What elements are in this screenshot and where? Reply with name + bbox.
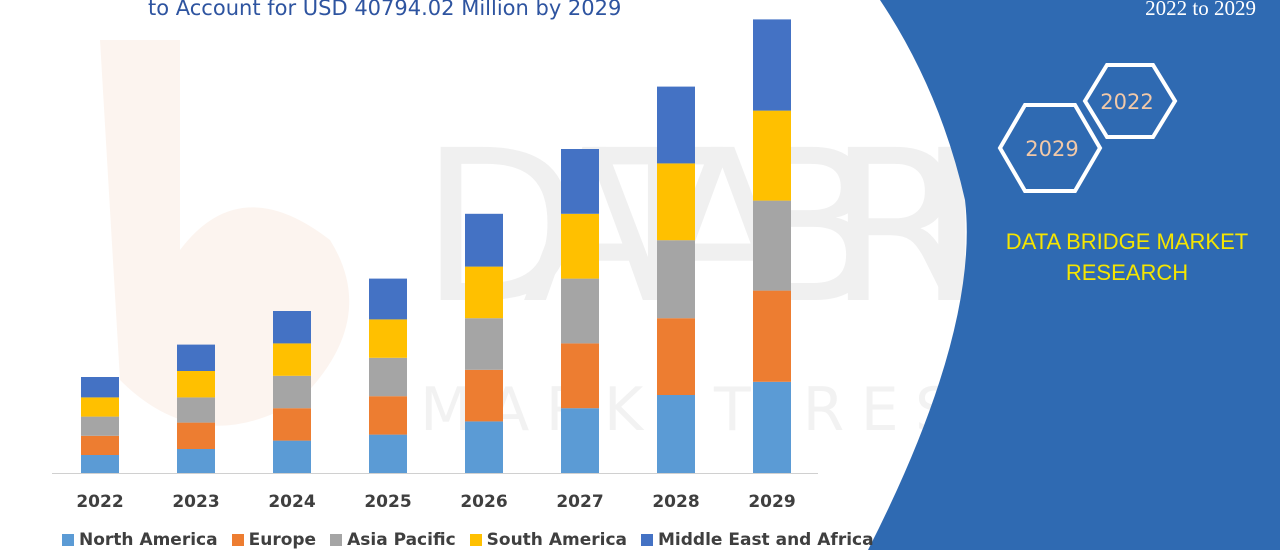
page-title: to Account for USD 40794.02 Million by 2… bbox=[148, 0, 622, 20]
hex-2022: 2022 bbox=[1082, 63, 1178, 139]
legend-item: Europe bbox=[231, 530, 317, 550]
legend-label: Middle East and Africa bbox=[658, 530, 874, 550]
bar-segment-2025-3 bbox=[369, 319, 407, 358]
legend-label: North America bbox=[79, 530, 218, 550]
legend-label: South America bbox=[486, 530, 627, 550]
bar-segment-2025-0 bbox=[369, 434, 407, 473]
bar-segment-2028-2 bbox=[657, 240, 695, 319]
bar-segment-2023-3 bbox=[177, 371, 215, 398]
bar-segment-2026-1 bbox=[465, 369, 503, 422]
bar-segment-2028-4 bbox=[657, 86, 695, 164]
bar-segment-2026-4 bbox=[465, 213, 503, 267]
legend-item: Middle East and Africa bbox=[641, 530, 874, 550]
bar-segment-2027-0 bbox=[561, 408, 599, 473]
bar-segment-2024-0 bbox=[273, 440, 311, 473]
x-tick-label: 2024 bbox=[268, 492, 315, 512]
bar-segment-2027-2 bbox=[561, 278, 599, 344]
bar-segment-2026-0 bbox=[465, 421, 503, 473]
x-tick-label: 2027 bbox=[556, 492, 603, 512]
watermark-logo bbox=[100, 40, 350, 426]
bar-segment-2026-2 bbox=[465, 318, 503, 370]
bar-segment-2028-3 bbox=[657, 163, 695, 241]
bar-segment-2029-4 bbox=[753, 19, 791, 111]
bar-segment-2025-2 bbox=[369, 357, 407, 397]
bar-segment-2022-1 bbox=[81, 435, 119, 455]
bar-segment-2023-1 bbox=[177, 422, 215, 449]
bar-segment-2023-0 bbox=[177, 449, 215, 473]
bar-segment-2023-4 bbox=[177, 344, 215, 371]
bar-segment-2026-3 bbox=[465, 266, 503, 319]
bar-segment-2027-1 bbox=[561, 343, 599, 409]
legend-item: South America bbox=[469, 530, 627, 550]
hex-2029: 2029 bbox=[997, 103, 1103, 193]
x-tick-label: 2023 bbox=[172, 492, 219, 512]
hex-2022-label: 2022 bbox=[1100, 90, 1153, 114]
bar-segment-2029-2 bbox=[753, 200, 791, 291]
bar-segment-2029-0 bbox=[753, 381, 791, 473]
bar-segment-2027-4 bbox=[561, 149, 599, 214]
bar-segment-2024-3 bbox=[273, 343, 311, 376]
hex-2029-label: 2029 bbox=[1025, 137, 1078, 161]
legend-label: Asia Pacific bbox=[347, 530, 456, 550]
legend-swatch bbox=[231, 534, 244, 546]
bar-segment-2027-3 bbox=[561, 213, 599, 279]
bar-segment-2023-2 bbox=[177, 397, 215, 423]
legend-item: North America bbox=[62, 530, 218, 550]
legend-label: Europe bbox=[248, 530, 317, 550]
brand-name: DATA BRIDGE MARKET RESEARCH bbox=[1005, 229, 1249, 285]
bar-segment-2025-4 bbox=[369, 278, 407, 320]
bar-segment-2029-3 bbox=[753, 110, 791, 201]
bar-segment-2024-2 bbox=[273, 375, 311, 409]
x-tick-labels: 2022 2023 2024 2025 2026 2027 2028 2029 bbox=[76, 492, 795, 512]
legend-swatch bbox=[641, 534, 653, 546]
period-range: 2022 to 2029 bbox=[1145, 0, 1256, 20]
legend-swatch bbox=[330, 534, 343, 546]
bar-segment-2022-0 bbox=[81, 455, 119, 473]
bar-segment-2028-0 bbox=[657, 395, 695, 473]
x-tick-label: 2029 bbox=[748, 492, 795, 512]
x-tick-label: 2022 bbox=[76, 492, 123, 512]
legend-swatch bbox=[62, 534, 74, 546]
x-tick-label: 2026 bbox=[460, 492, 507, 512]
legend: North America Europe Asia Pacific South Ame… bbox=[62, 530, 874, 550]
bar-segment-2025-1 bbox=[369, 396, 407, 435]
x-tick-label: 2028 bbox=[652, 492, 699, 512]
bar-segment-2022-4 bbox=[81, 377, 119, 398]
x-tick-label: 2025 bbox=[364, 492, 411, 512]
bar-segment-2022-2 bbox=[81, 416, 119, 436]
bar-segment-2024-4 bbox=[273, 311, 311, 344]
bar-segment-2024-1 bbox=[273, 408, 311, 441]
bar-segment-2029-1 bbox=[753, 290, 791, 382]
bar-segment-2022-3 bbox=[81, 397, 119, 417]
legend-item: Asia Pacific bbox=[330, 530, 456, 550]
bars bbox=[81, 19, 791, 473]
bar-segment-2028-1 bbox=[657, 318, 695, 395]
side-panel bbox=[868, 0, 1280, 550]
legend-swatch bbox=[469, 534, 482, 546]
